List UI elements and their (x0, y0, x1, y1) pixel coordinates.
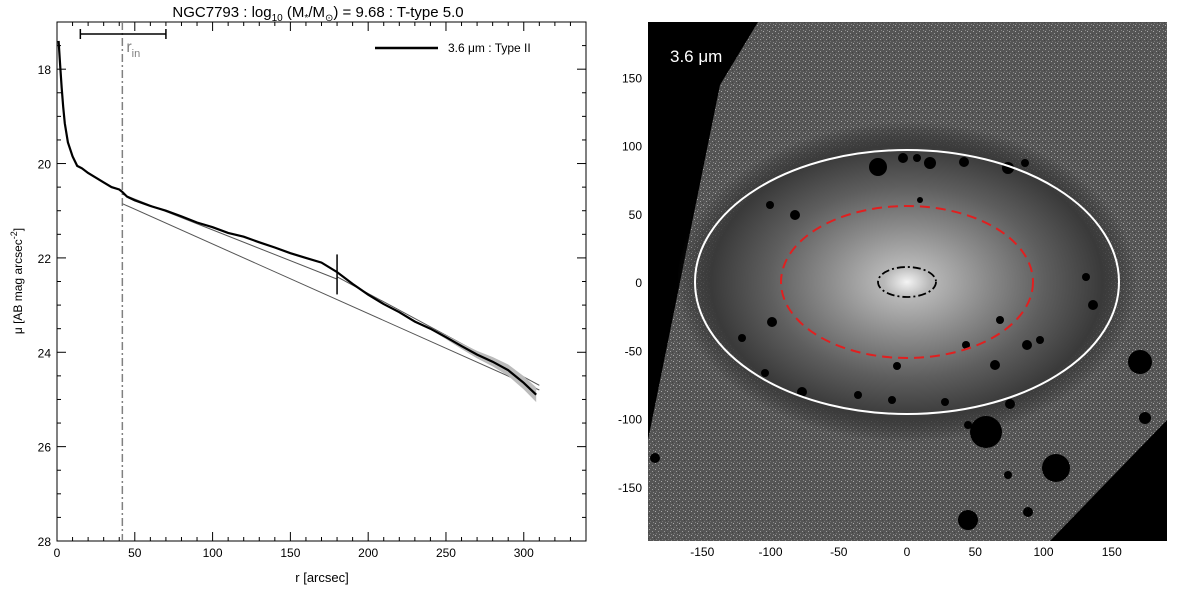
masked-star (959, 157, 969, 167)
profile-line-series (57, 40, 537, 396)
inner-ellipse (877, 266, 937, 298)
masked-star (1004, 471, 1012, 479)
masked-star (941, 398, 949, 406)
masked-star (917, 197, 923, 203)
break-ellipse (780, 205, 1034, 359)
masked-star (913, 154, 921, 162)
masked-star (767, 317, 777, 327)
fit-lines (122, 193, 540, 391)
galaxy-image-panel: 3.6 μm -150 -100 -50 0 50 100 150 150 100 50 0 -50… (618, 22, 1167, 559)
masked-star (1042, 454, 1070, 482)
masked-star (1023, 507, 1033, 517)
masked-star (970, 416, 1002, 448)
y-tick-label: 28 (38, 535, 52, 549)
image-x-tick-labels: -150 -100 -50 0 50 100 150 (690, 545, 1122, 559)
x-tick-label: 100 (203, 546, 223, 560)
y-tick-label: 24 (38, 346, 52, 360)
masked-star (854, 391, 862, 399)
masked-star (869, 158, 887, 176)
masked-star (738, 334, 746, 342)
masked-star (996, 316, 1004, 324)
masked-star (1036, 336, 1044, 344)
masked-star (1139, 412, 1151, 424)
masked-star (1128, 350, 1152, 374)
image-y-tick-label: -100 (618, 413, 642, 427)
masked-stars (650, 153, 1152, 530)
masked-star (790, 210, 800, 220)
y-axis-ticks: 18 20 22 24 26 28 (38, 45, 586, 549)
masked-star (650, 453, 660, 463)
legend-label: 3.6 μm : Type II (448, 41, 531, 55)
image-x-tick-label: 0 (904, 545, 911, 559)
plot-frame (56, 21, 587, 542)
masked-star (990, 360, 1000, 370)
masked-star (962, 341, 970, 349)
image-y-tick-label: 0 (635, 276, 642, 290)
x-tick-label: 150 (280, 546, 300, 560)
masked-star (1082, 273, 1090, 281)
fit-line (122, 203, 540, 391)
masked-star (1088, 300, 1098, 310)
y-tick-label: 20 (38, 158, 52, 172)
x-axis-ticks: 0 50 100 150 200 250 300 (54, 22, 571, 560)
y-tick-label: 18 (38, 63, 52, 77)
x-tick-label: 250 (436, 546, 456, 560)
masked-star (964, 421, 972, 429)
masked-star (893, 362, 901, 370)
x-tick-label: 200 (358, 546, 378, 560)
masked-star (797, 387, 807, 397)
masked-star (958, 510, 978, 530)
image-y-tick-label: 150 (622, 71, 642, 85)
masked-star (898, 153, 908, 163)
image-y-tick-label: -50 (625, 344, 643, 358)
image-x-tick-label: -100 (758, 545, 782, 559)
masked-star (766, 201, 774, 209)
legend: 3.6 μm : Type II (375, 41, 531, 55)
y-axis-label: μ [AB mag arcsec-2] (9, 228, 25, 334)
y-tick-label: 26 (38, 441, 52, 455)
chart-title: NGC7793 : log10 (M*/M⊙) = 9.68 : T-type … (172, 4, 463, 24)
image-x-tick-label: 50 (969, 545, 983, 559)
x-tick-label: 50 (128, 546, 142, 560)
image-y-tick-label: -150 (618, 481, 642, 495)
image-x-tick-label: -150 (690, 545, 714, 559)
image-y-tick-label: 50 (629, 208, 643, 222)
image-y-tick-labels: 150 100 50 0 -50 -100 -150 (618, 71, 642, 495)
masked-star (924, 157, 936, 169)
y-tick-label: 22 (38, 252, 52, 266)
x-tick-label: 0 (54, 546, 61, 560)
masked-star (761, 369, 769, 377)
masked-star (1021, 159, 1029, 167)
image-y-tick-label: 100 (622, 140, 642, 154)
galaxy-glow (677, 122, 1137, 442)
masked-star (888, 396, 896, 404)
r-in-label: rin (126, 39, 140, 60)
image-x-tick-label: -50 (830, 545, 848, 559)
x-axis-label: r [arcsec] (295, 570, 348, 585)
image-x-tick-label: 100 (1033, 545, 1053, 559)
masked-star (1005, 399, 1015, 409)
image-x-tick-label: 150 (1102, 545, 1122, 559)
masked-star (1022, 340, 1032, 350)
surface-brightness-profile-chart: NGC7793 : log10 (M*/M⊙) = 9.68 : T-type … (9, 4, 587, 585)
outer-ellipse (694, 149, 1120, 415)
image-band-label: 3.6 μm (670, 47, 722, 66)
x-tick-label: 300 (514, 546, 534, 560)
r-in-marker: rin (79, 22, 167, 541)
